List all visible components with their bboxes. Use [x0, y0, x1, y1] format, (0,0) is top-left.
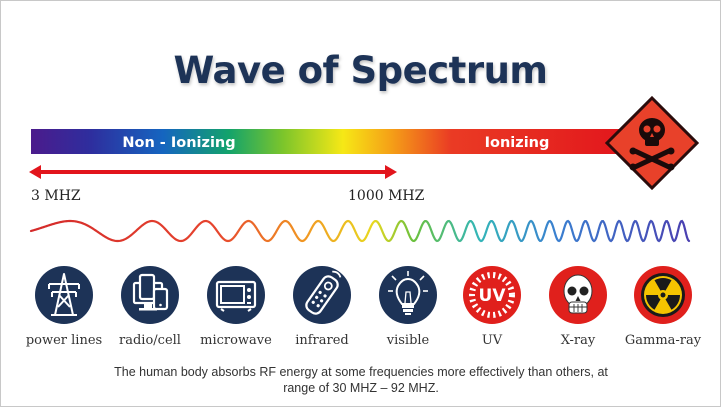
frequency-wave: [29, 219, 691, 243]
power-tower-icon: [35, 266, 93, 324]
spectrum-bar: [31, 129, 631, 154]
footnote: The human body absorbs RF energy at some…: [114, 365, 608, 395]
icon-label-x-ray: X-ray: [560, 333, 596, 348]
ionizing-label: Ionizing: [485, 135, 550, 151]
range-start-label: 3 MHZ: [31, 188, 81, 204]
skull-crossbones-icon: [604, 95, 700, 191]
devices-icon: [121, 266, 179, 324]
uv-badge-text: UV: [479, 286, 507, 306]
uv-sun-icon: UV: [463, 266, 521, 324]
frequency-range-arrow: [29, 165, 397, 179]
range-end-label: 1000 MHZ: [348, 188, 425, 204]
icon-label-microwave: microwave: [200, 333, 272, 348]
non-ionizing-label: Non - Ionizing: [122, 135, 235, 151]
skull-xray-icon: [549, 266, 607, 324]
radiation-icon: [634, 266, 692, 324]
icon-label-power-lines: power lines: [25, 333, 103, 348]
icon-label-infrared: infrared: [295, 333, 349, 348]
page-title: Wave of Spectrum: [173, 49, 548, 92]
light-bulb-icon: [379, 266, 437, 324]
icon-label-gamma-ray: Gamma-ray: [624, 333, 702, 348]
icon-label-visible: visible: [386, 333, 430, 348]
microwave-icon: [207, 266, 265, 324]
icon-label-uv: UV: [481, 333, 503, 348]
icon-label-radio-cell: radio/cell: [119, 333, 181, 348]
remote-control-icon: [293, 266, 351, 324]
